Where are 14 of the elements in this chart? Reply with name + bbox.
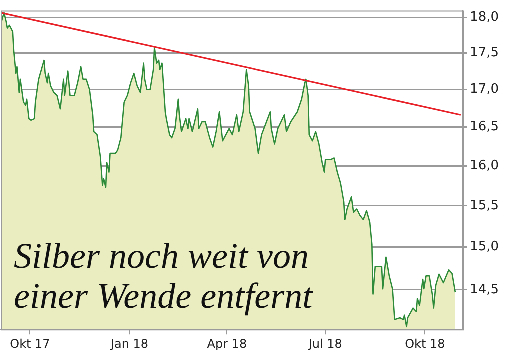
x-tick-label: Jan 18 bbox=[110, 336, 149, 351]
y-tick-label: 18,0 bbox=[470, 10, 500, 26]
y-tick-label: 15,0 bbox=[470, 240, 500, 255]
x-tick-label: Okt 17 bbox=[10, 336, 50, 351]
annotation: Silber noch weit von einer Wende entfernt bbox=[14, 236, 313, 316]
y-tick-label: 16,5 bbox=[470, 120, 500, 135]
y-tick-label: 15,5 bbox=[470, 198, 500, 214]
y-tick-label: 17,5 bbox=[470, 46, 500, 61]
x-tick-label: Jul 18 bbox=[308, 336, 342, 351]
x-tick-label: Okt 18 bbox=[405, 336, 446, 351]
x-tick-label: Apr 18 bbox=[207, 336, 248, 351]
y-tick-label: 14,5 bbox=[470, 282, 500, 298]
y-tick-label: 16,0 bbox=[470, 158, 500, 174]
y-tick-label: 17,0 bbox=[470, 82, 500, 98]
